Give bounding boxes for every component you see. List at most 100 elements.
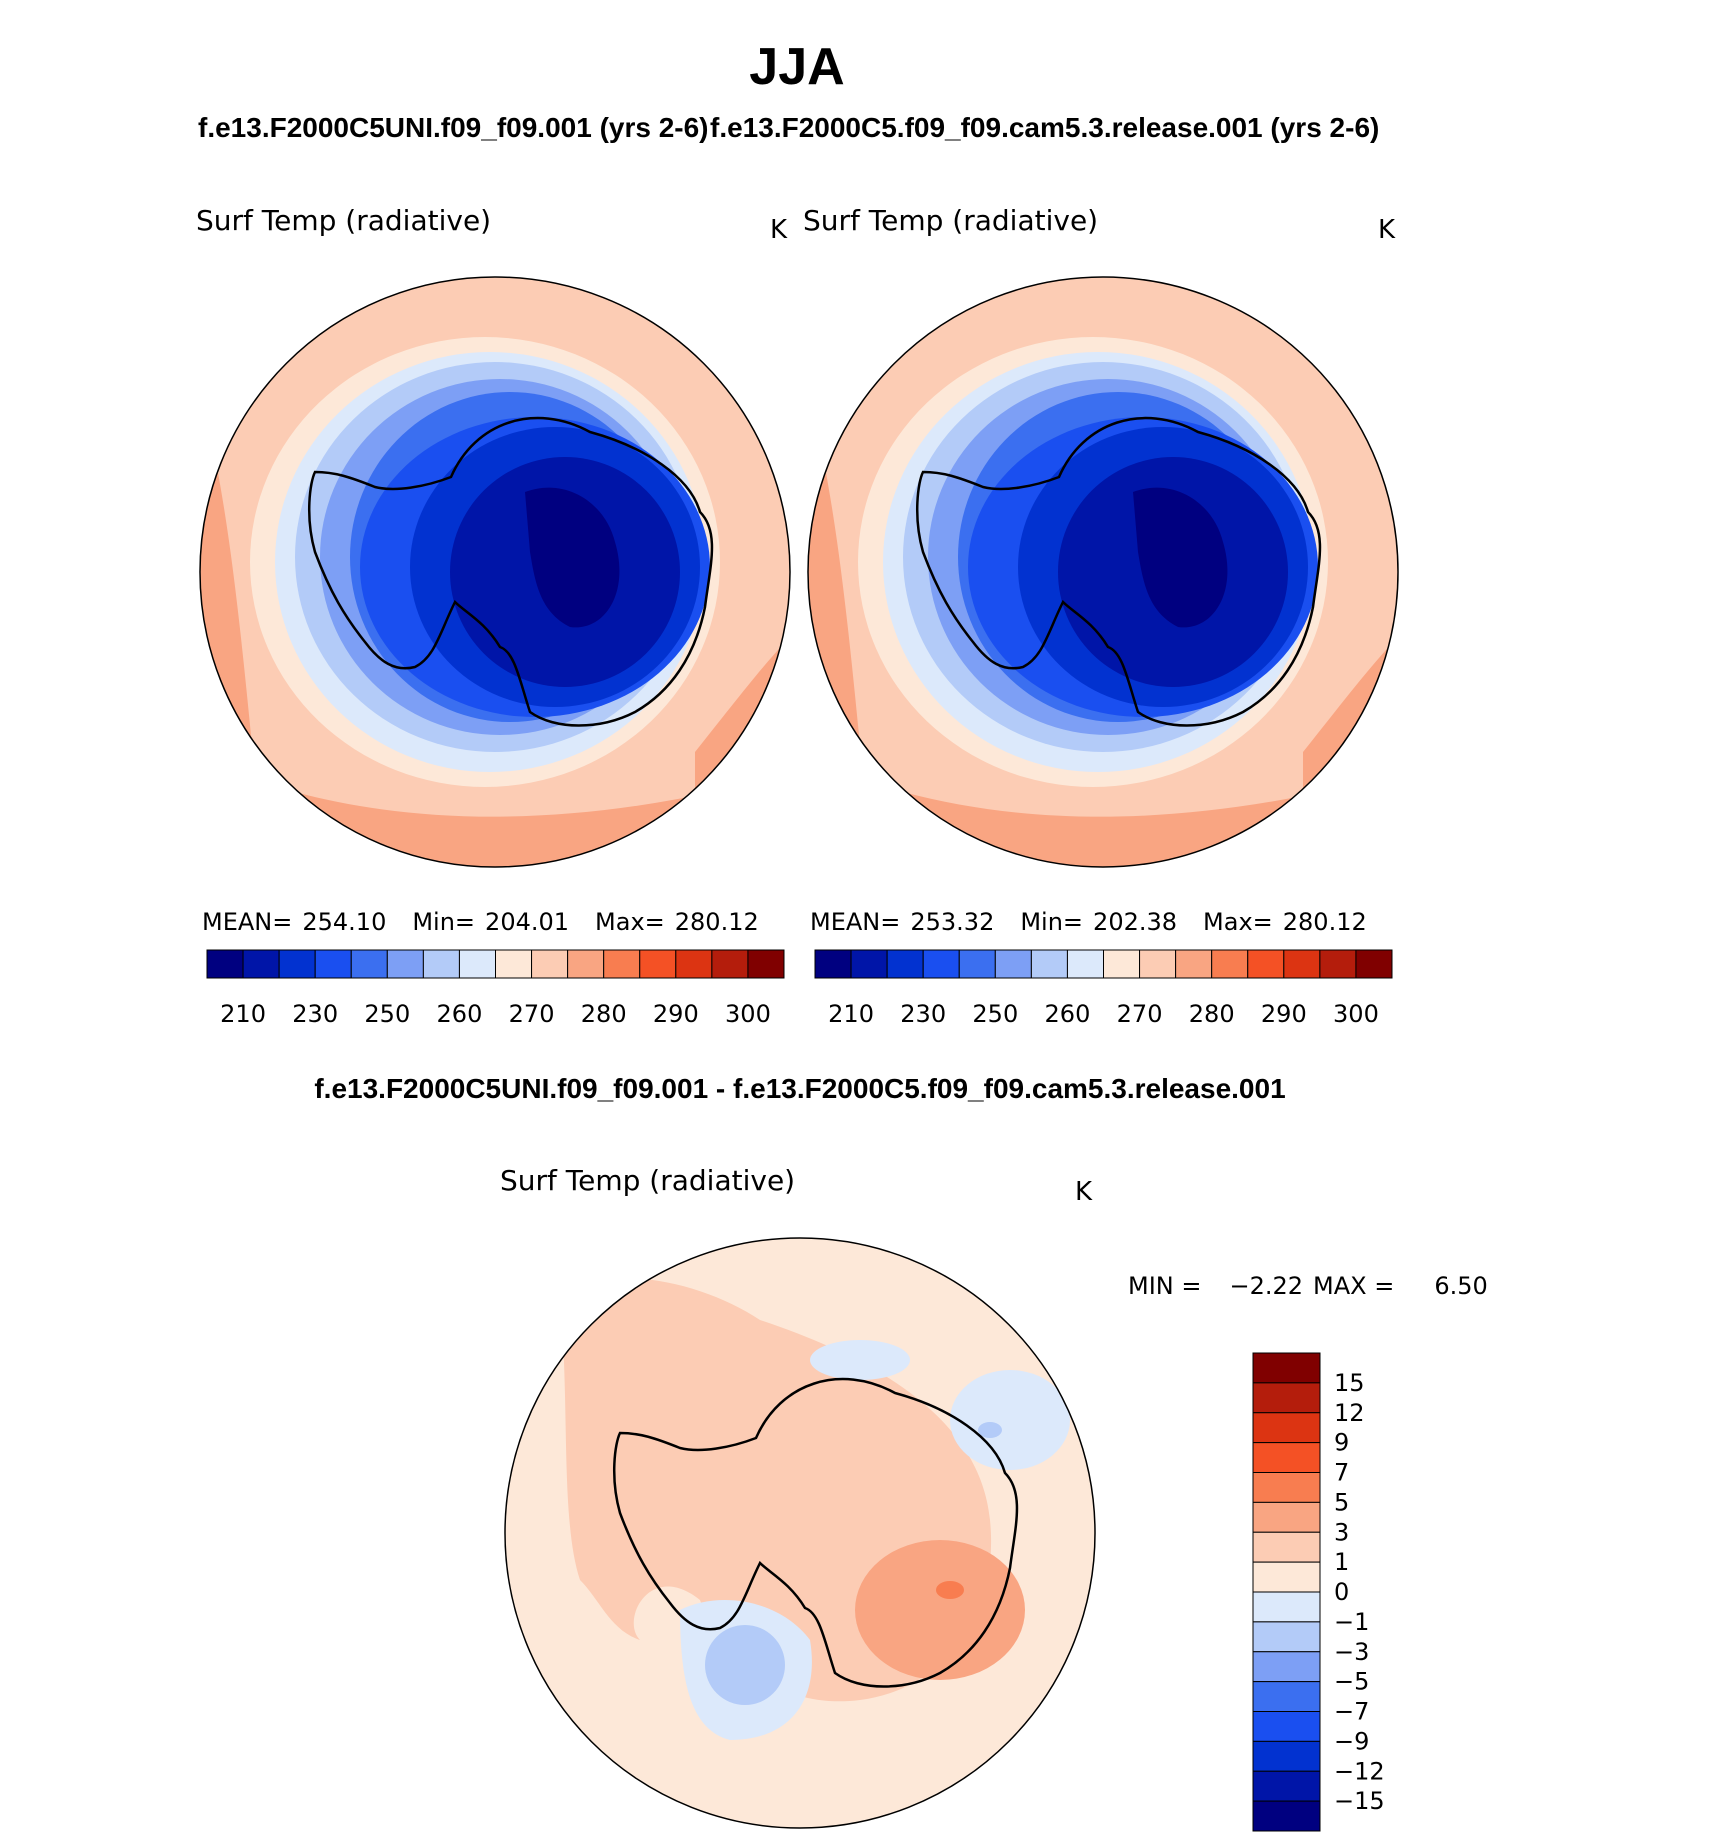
diff-minmax: MIN = −2.22 MAX = 6.50 — [1128, 1272, 1488, 1300]
left-colorbar-swatch — [567, 949, 605, 979]
diff-colorbar-tick-label: −1 — [1334, 1608, 1369, 1636]
diff-colorbar-tick-label: 0 — [1334, 1578, 1349, 1606]
diff-map-border — [504, 1237, 1096, 1829]
right-map-border — [807, 276, 1399, 868]
diff-colorbar-tick-label: 1 — [1334, 1548, 1349, 1576]
diff-colorbar-swatch — [1252, 1621, 1321, 1653]
diff-colorbar-tick-label: −3 — [1334, 1638, 1369, 1666]
left-colorbar-swatch — [603, 949, 641, 979]
diff-colorbar-tick-label: −12 — [1334, 1757, 1385, 1785]
right-colorbar-swatch — [1175, 949, 1213, 979]
right-colorbar-tick-label: 230 — [900, 1000, 946, 1028]
right-colorbar-swatch — [994, 949, 1032, 979]
right-colorbar-swatch — [886, 949, 924, 979]
diff-colorbar-tick-label: −7 — [1334, 1698, 1369, 1726]
left-colorbar-swatch — [747, 949, 785, 979]
diff-colorbar-swatch — [1252, 1740, 1321, 1772]
right-temperature-field — [808, 277, 1398, 867]
left-colorbar-tick-label: 280 — [581, 1000, 627, 1028]
diff-colorbar-swatch — [1252, 1770, 1321, 1802]
diff-colorbar-tick-label: 9 — [1334, 1429, 1349, 1457]
left-colorbar-swatch — [206, 949, 244, 979]
diff-colorbar-tick-label: 5 — [1334, 1488, 1349, 1516]
left-colorbar-swatch — [495, 949, 533, 979]
diff-colorbar-swatch — [1252, 1651, 1321, 1683]
right-colorbar-swatch — [1103, 949, 1141, 979]
diff-colorbar-swatch — [1252, 1711, 1321, 1742]
diff-colorbar-tick-label: 12 — [1334, 1399, 1365, 1427]
left-colorbar: 210 230 250 260 270 280 290 300 — [206, 949, 785, 1028]
right-colorbar-swatch — [922, 949, 960, 979]
left-units-label: K — [770, 215, 788, 245]
right-colorbar-tick-label: 210 — [828, 1000, 874, 1028]
right-colorbar-swatch — [850, 949, 888, 979]
left-colorbar-swatch — [675, 949, 713, 979]
diff-colorbar-swatch — [1252, 1591, 1321, 1623]
diff-colorbar-tick-label: 7 — [1334, 1459, 1349, 1487]
left-colorbar-tick-label: 260 — [437, 1000, 483, 1028]
left-colorbar-swatch — [639, 949, 677, 979]
difference-title: f.e13.F2000C5UNI.f09_f09.001 - f.e13.F20… — [314, 1073, 1285, 1104]
left-map-panel: Surf Temp (radiative) K MEAN= 254.10 Min= 2… — [196, 204, 791, 936]
diff-colorbar-swatch — [1252, 1442, 1321, 1473]
right-colorbar-swatch — [1355, 949, 1393, 979]
diff-colorbar-swatch — [1252, 1412, 1321, 1444]
right-units-label: K — [1378, 215, 1396, 245]
diff-colorbar-swatch — [1252, 1352, 1321, 1384]
right-colorbar-tick-label: 290 — [1261, 1000, 1307, 1028]
left-map-border — [199, 276, 791, 868]
diff-colorbar-tick-label: −15 — [1334, 1787, 1385, 1815]
left-colorbar-tick-label: 210 — [220, 1000, 266, 1028]
diff-colorbar-swatch — [1252, 1800, 1321, 1832]
right-colorbar-swatch — [1319, 949, 1357, 979]
left-colorbar-swatch — [314, 949, 352, 979]
right-colorbar-tick-label: 250 — [972, 1000, 1018, 1028]
right-colorbar-tick-label: 280 — [1189, 1000, 1235, 1028]
diff-colorbar-tick-label: 15 — [1334, 1369, 1365, 1397]
right-colorbar-swatch — [1066, 949, 1104, 979]
diff-colorbar-swatch — [1252, 1561, 1321, 1593]
left-colorbar-tick-label: 250 — [364, 1000, 410, 1028]
left-colorbar-swatch — [531, 949, 569, 979]
difference-map-panel: Surf Temp (radiative) K — [500, 1164, 1096, 1829]
diff-colorbar-swatch — [1252, 1531, 1321, 1563]
left-variable-label: Surf Temp (radiative) — [196, 204, 491, 237]
left-colorbar-tick-label: 230 — [292, 1000, 338, 1028]
right-stats: MEAN= 253.32 Min= 202.38 Max= 280.12 — [810, 908, 1367, 936]
diff-units-label: K — [1075, 1177, 1093, 1207]
right-colorbar-swatch — [1247, 949, 1285, 979]
left-colorbar-tick-label: 300 — [725, 1000, 771, 1028]
left-colorbar-swatch — [711, 949, 749, 979]
left-colorbar-swatch — [242, 949, 280, 979]
right-colorbar-swatch — [958, 949, 996, 979]
diff-colorbar-swatch — [1252, 1501, 1321, 1533]
right-colorbar-tick-label: 260 — [1045, 1000, 1091, 1028]
right-colorbar-tick-label: 270 — [1117, 1000, 1163, 1028]
left-colorbar-tick-label: 290 — [653, 1000, 699, 1028]
left-colorbar-swatch — [422, 949, 460, 979]
left-colorbar-swatch — [458, 949, 496, 979]
left-stats: MEAN= 254.10 Min= 204.01 Max= 280.12 — [202, 908, 759, 936]
diff-colorbar-tick-label: 3 — [1334, 1518, 1349, 1546]
right-map-panel: Surf Temp (radiative) K MEAN= 253.32 Min= 2… — [803, 204, 1399, 936]
left-colorbar-swatch — [278, 949, 316, 979]
diff-colorbar-swatch — [1252, 1472, 1321, 1503]
diff-colorbar-tick-label: −5 — [1334, 1668, 1369, 1696]
left-colorbar-tick-label: 270 — [509, 1000, 555, 1028]
right-colorbar-tick-label: 300 — [1333, 1000, 1379, 1028]
difference-field — [505, 1238, 1095, 1828]
diff-colorbar-swatch — [1252, 1382, 1321, 1414]
diff-colorbar-swatch — [1252, 1681, 1321, 1712]
right-case-title: f.e13.F2000C5.f09_f09.cam5.3.release.001… — [710, 112, 1379, 143]
left-case-title: f.e13.F2000C5UNI.f09_f09.001 (yrs 2-6) — [198, 112, 709, 143]
left-colorbar-swatch — [386, 949, 424, 979]
diff-variable-label: Surf Temp (radiative) — [500, 1164, 795, 1197]
right-colorbar: 210 230 250 260 270 280 290 300 — [814, 949, 1393, 1028]
right-colorbar-swatch — [814, 949, 852, 979]
right-colorbar-swatch — [1139, 949, 1177, 979]
left-colorbar-swatch — [350, 949, 388, 979]
right-colorbar-swatch — [1030, 949, 1068, 979]
right-variable-label: Surf Temp (radiative) — [803, 204, 1098, 237]
